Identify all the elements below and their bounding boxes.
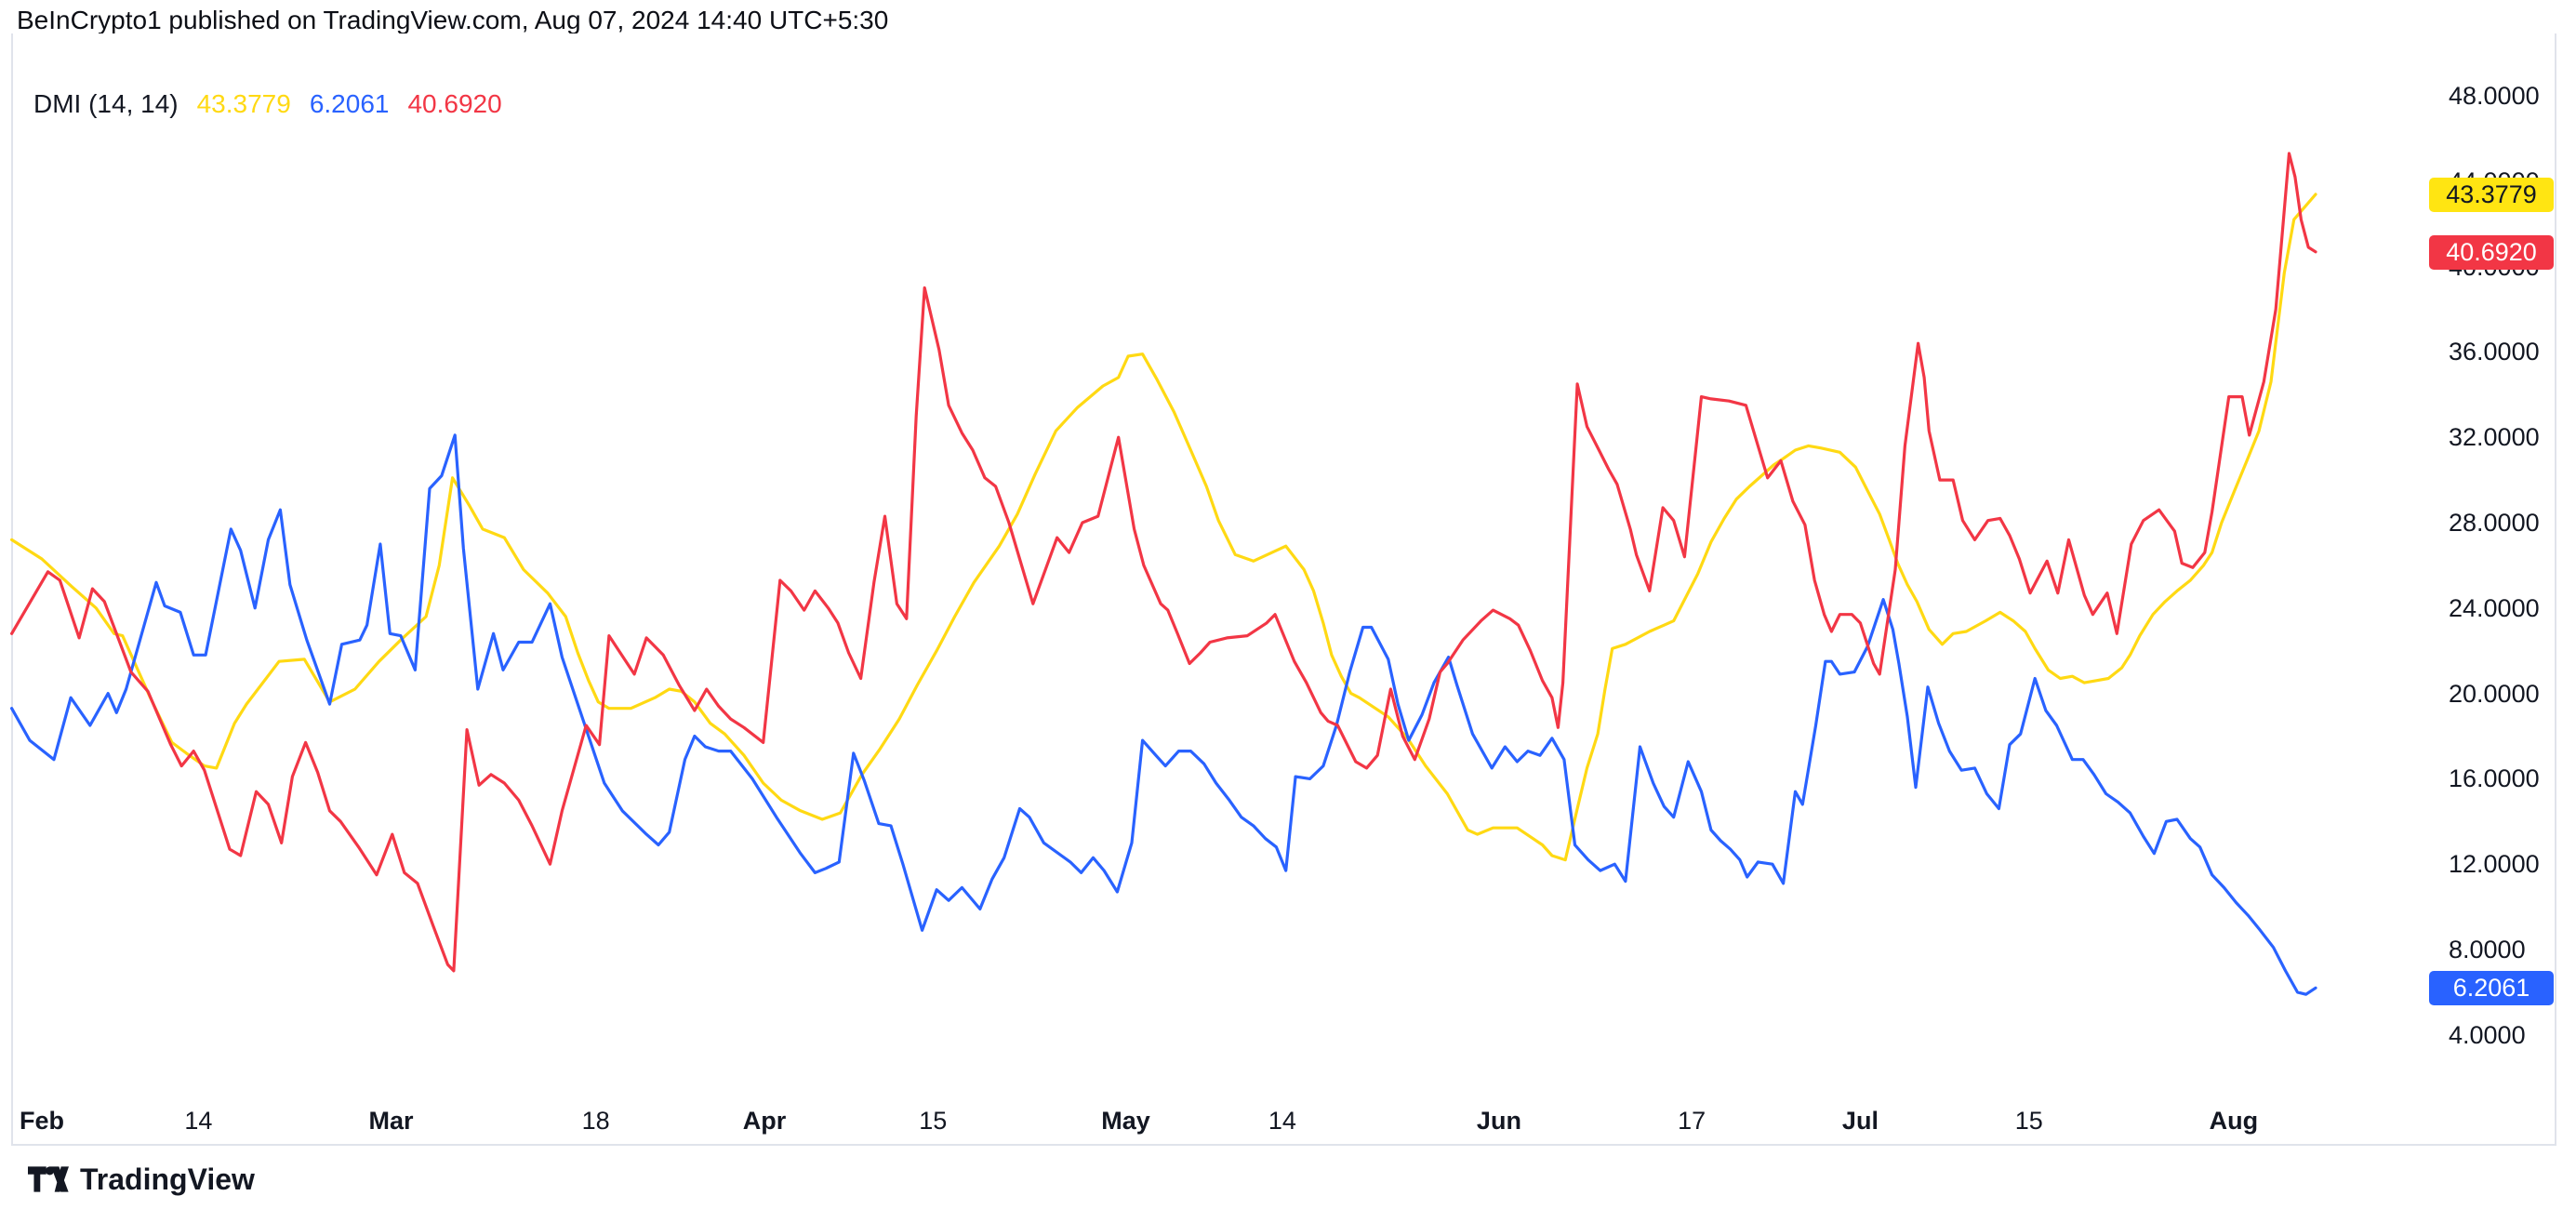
y-axis-tick: 36.0000 (2449, 338, 2540, 366)
x-axis-tick: Jul (1841, 1107, 1879, 1135)
x-axis-tick: 15 (2014, 1107, 2043, 1135)
y-axis-tick: 20.0000 (2449, 679, 2540, 708)
y-axis-tick: 28.0000 (2449, 509, 2540, 537)
chart-panel[interactable]: DMI (14, 14) 43.3779 6.2061 40.6920 (11, 33, 2556, 1146)
indicator-title[interactable]: DMI (14, 14) (33, 89, 179, 118)
tradingview-brand-text[interactable]: TradingView (80, 1162, 255, 1196)
y-axis-tick: 8.0000 (2449, 936, 2526, 963)
x-axis-tick: 15 (919, 1107, 948, 1135)
y-axis-tick: 48.0000 (2449, 82, 2540, 110)
x-axis-tick: 14 (184, 1107, 213, 1135)
plus-di-line (10, 433, 2317, 996)
x-axis-tick: May (1101, 1107, 1150, 1135)
x-axis-tick: Aug (2209, 1107, 2259, 1135)
x-axis-tick: Jun (1476, 1107, 1521, 1135)
legend-plus-di-value: 6.2061 (309, 89, 390, 118)
minus-di-price-badge: 40.6920 (2429, 234, 2554, 270)
y-axis-tick: 12.0000 (2449, 850, 2540, 879)
y-axis-tick: 32.0000 (2449, 423, 2540, 452)
y-axis-tick: 4.0000 (2449, 1020, 2526, 1049)
plus-di-price-badge: 6.2061 (2429, 971, 2554, 1006)
tradingview-footer: TradingView (28, 1161, 255, 1198)
y-axis-tick: 16.0000 (2449, 764, 2540, 793)
tradingview-logo-icon (28, 1166, 69, 1192)
minus-di-line (10, 152, 2317, 973)
x-axis-tick: 17 (1678, 1107, 1706, 1135)
legend-adx-value: 43.3779 (196, 89, 291, 118)
x-axis-tick: 18 (581, 1107, 610, 1135)
y-axis-tick: 24.0000 (2449, 593, 2540, 622)
legend-minus-di-value: 40.6920 (407, 89, 502, 118)
x-axis-tick: 14 (1268, 1107, 1296, 1135)
x-axis-tick: Mar (368, 1107, 414, 1135)
adx-line (10, 193, 2317, 862)
x-axis-tick: Feb (19, 1107, 65, 1135)
adx-price-badge: 43.3779 (2429, 178, 2554, 213)
indicator-legend[interactable]: DMI (14, 14) 43.3779 6.2061 40.6920 (33, 89, 502, 119)
publish-header: BeInCrypto1 published on TradingView.com… (17, 6, 889, 34)
x-axis-tick: Apr (742, 1107, 787, 1135)
